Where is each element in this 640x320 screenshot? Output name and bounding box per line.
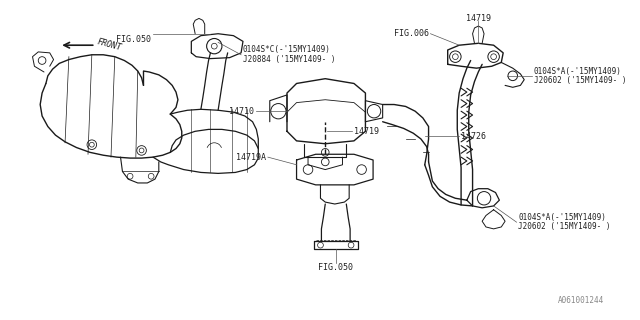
Text: FIG.006: FIG.006 bbox=[394, 29, 429, 38]
Text: FRONT: FRONT bbox=[95, 38, 122, 53]
Text: FIG.050: FIG.050 bbox=[318, 263, 353, 272]
Text: 0104S*C(-'15MY1409): 0104S*C(-'15MY1409) bbox=[243, 45, 331, 54]
Text: A061001244: A061001244 bbox=[558, 296, 605, 305]
Text: 0104S*A(-'15MY1409): 0104S*A(-'15MY1409) bbox=[534, 67, 621, 76]
Text: 14719A: 14719A bbox=[236, 153, 266, 162]
Text: FIG.050: FIG.050 bbox=[116, 35, 151, 44]
Text: 14719: 14719 bbox=[466, 14, 491, 23]
Text: J20602 ('15MY1409- ): J20602 ('15MY1409- ) bbox=[518, 222, 611, 231]
Text: 0104S*A(-'15MY1409): 0104S*A(-'15MY1409) bbox=[518, 213, 606, 222]
Text: 14710: 14710 bbox=[230, 107, 255, 116]
Text: J20602 ('15MY1409- ): J20602 ('15MY1409- ) bbox=[534, 76, 627, 85]
Text: 14726: 14726 bbox=[461, 132, 486, 140]
Text: 14719: 14719 bbox=[354, 127, 379, 136]
Text: J20884 ('15MY1409- ): J20884 ('15MY1409- ) bbox=[243, 55, 335, 64]
